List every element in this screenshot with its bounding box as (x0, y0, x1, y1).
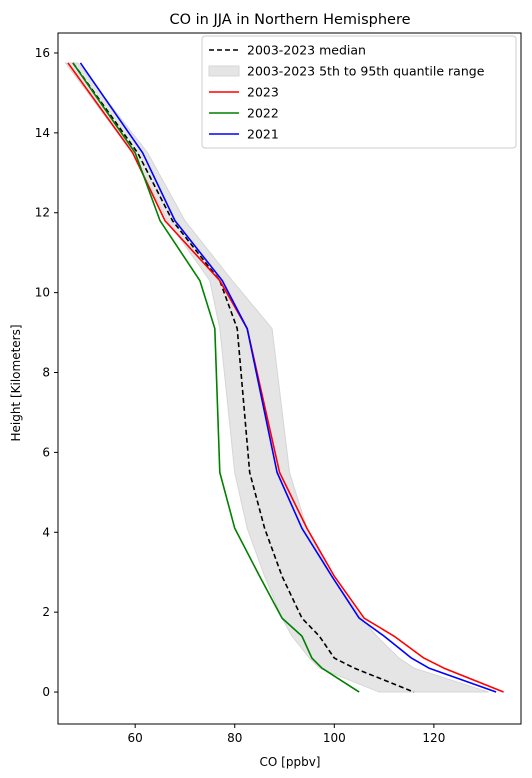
legend-swatch-band (208, 65, 240, 77)
y-tick-label: 6 (42, 445, 50, 459)
y-axis-label: Height [Kilometers] (9, 324, 23, 441)
series-line-0 (72, 62, 415, 693)
legend-label-2: 2023 (247, 85, 279, 100)
y-tick-label: 10 (35, 286, 50, 300)
x-tick-label: 100 (323, 731, 346, 745)
x-tick-label: 120 (422, 731, 445, 745)
y-tick-label: 14 (35, 126, 50, 140)
chart-title: CO in JJA in Northern Hemisphere (169, 12, 410, 28)
legend-label-1: 2003-2023 5th to 95th quantile range (247, 64, 485, 79)
legend: 2003-2023 median 2003-2023 5th to 95th qu… (201, 35, 517, 149)
y-tick-label: 12 (35, 206, 50, 220)
legend-label-0: 2003-2023 median (247, 43, 366, 58)
axes-layer: 60 80 100 120 0 2 4 6 8 10 12 14 16 (35, 32, 522, 745)
series-line-3 (79, 62, 497, 693)
legend-label-4: 2021 (247, 127, 279, 142)
quantile-band-layer (64, 62, 489, 693)
x-tick-label: 60 (128, 731, 143, 745)
legend-label-3: 2022 (247, 106, 279, 121)
series-line-2 (72, 62, 360, 693)
x-tick-label: 80 (227, 731, 242, 745)
y-tick-label: 2 (42, 605, 50, 619)
legend-box (201, 35, 517, 149)
y-tick-label: 0 (42, 685, 50, 699)
y-tick-label: 8 (42, 366, 50, 380)
series-layer (67, 62, 504, 693)
y-tick-label: 4 (42, 525, 50, 539)
y-tick-label: 16 (35, 46, 50, 60)
series-line-1 (67, 62, 504, 693)
plot-frame (57, 32, 522, 725)
quantile-band (64, 62, 489, 693)
x-axis-label: CO [ppbv] (260, 755, 321, 769)
